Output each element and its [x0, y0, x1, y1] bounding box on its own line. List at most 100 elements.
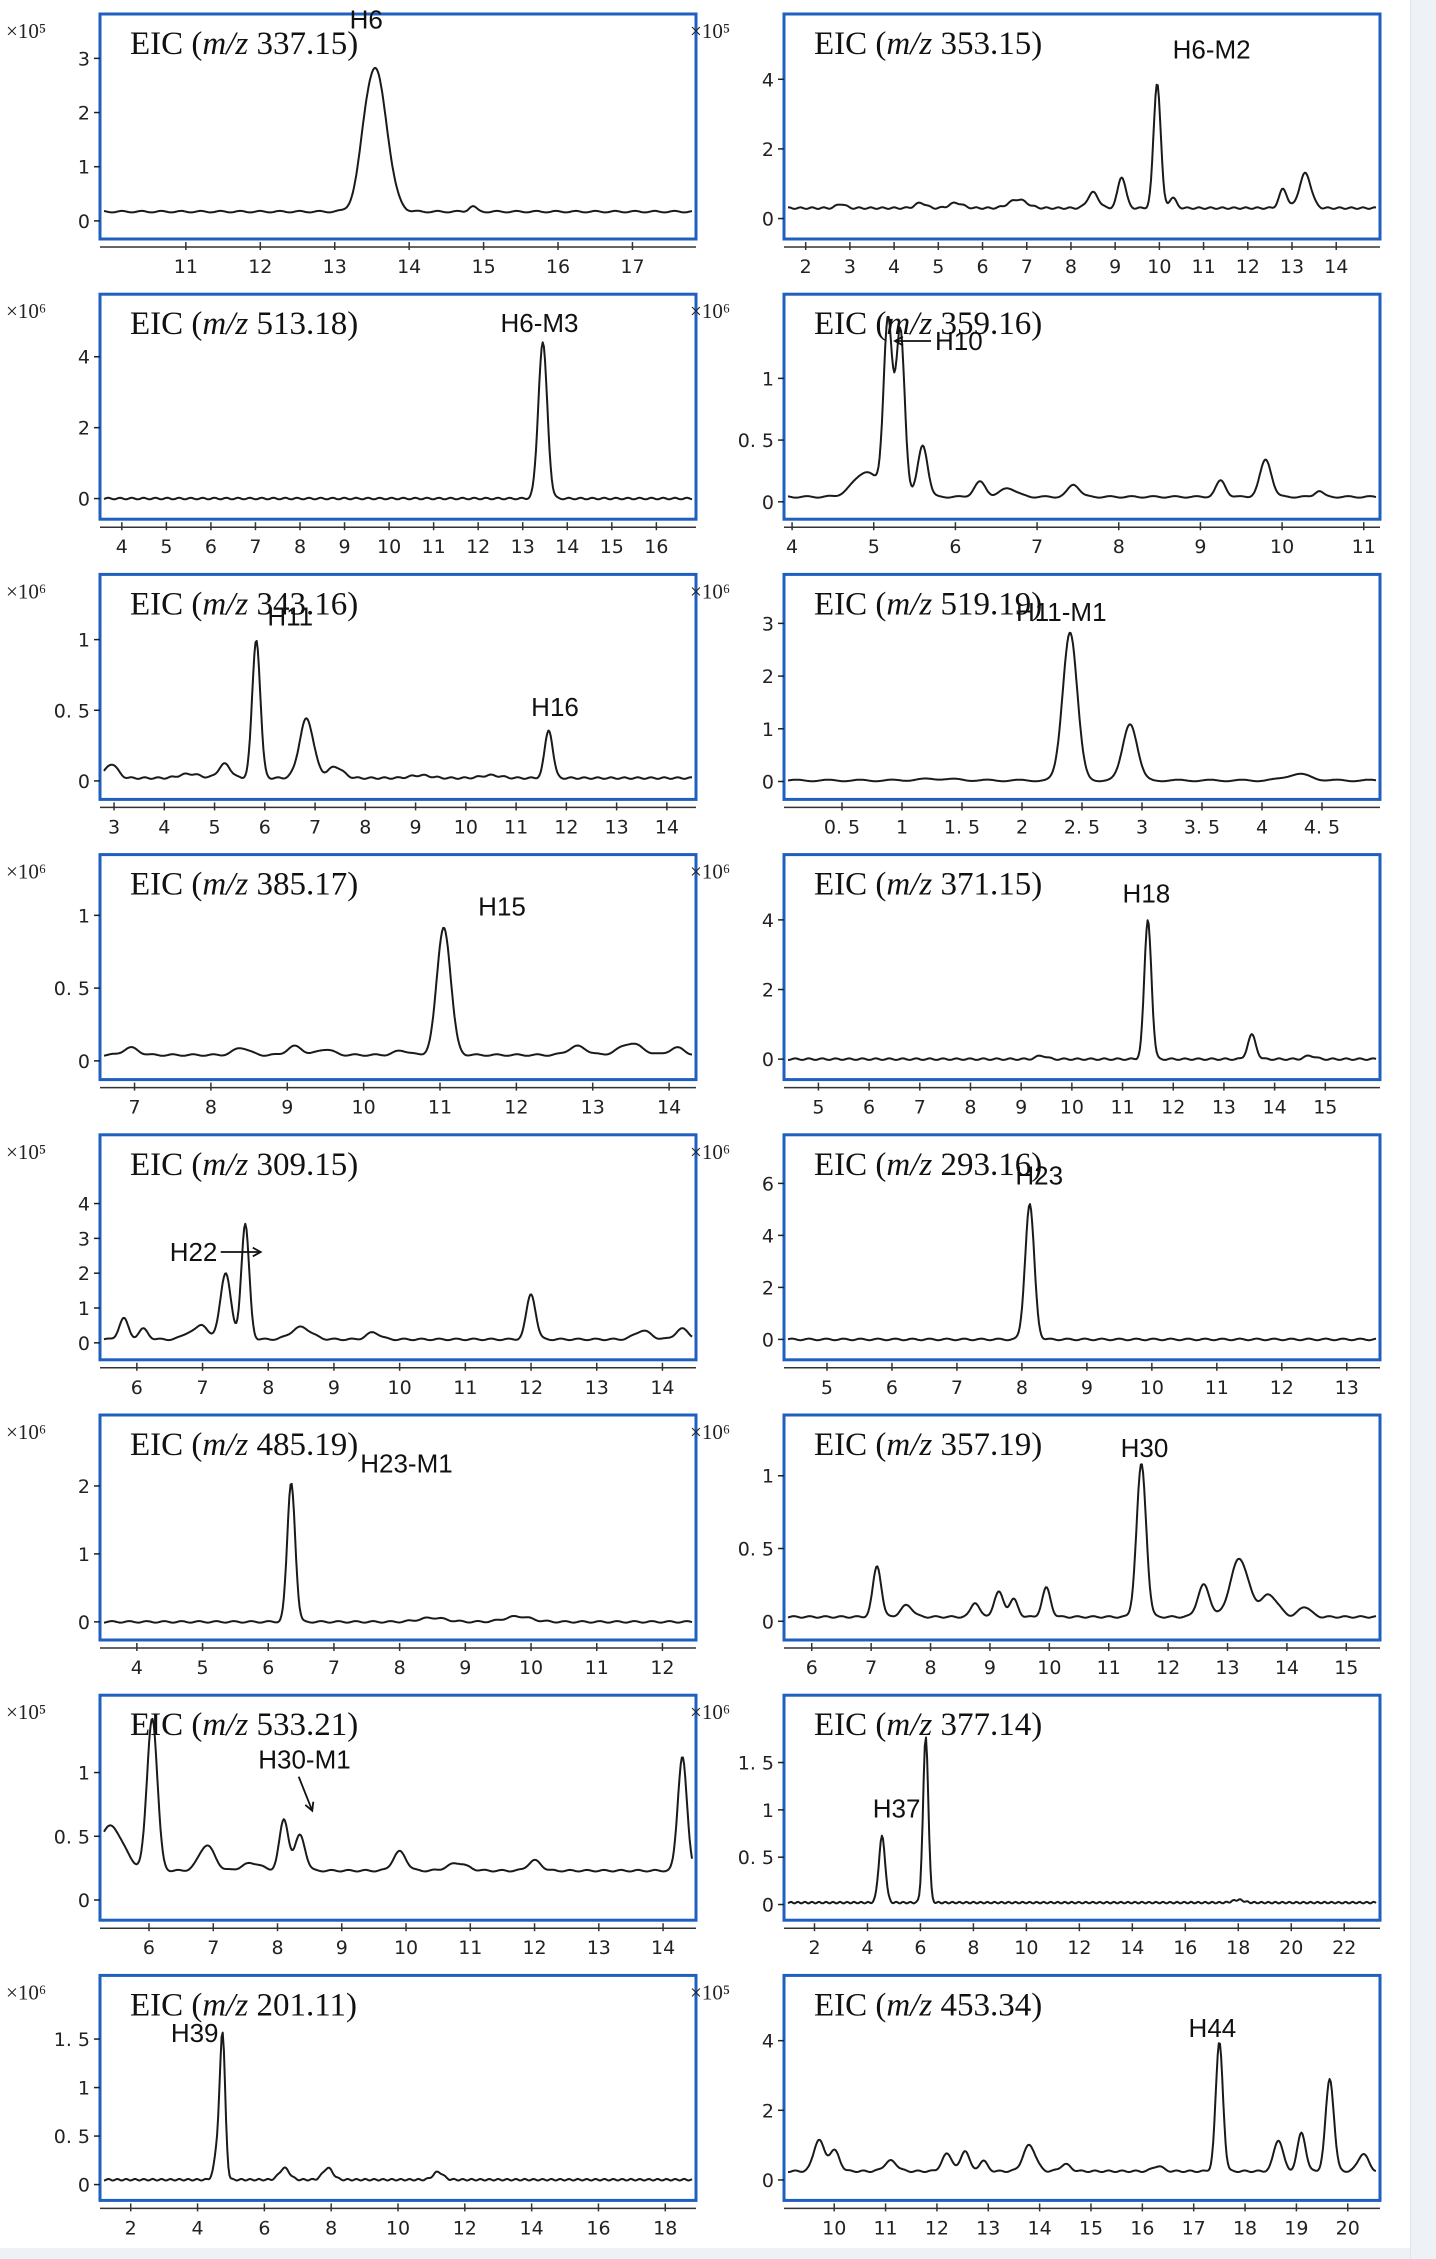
- peak-arrow-head: [252, 1246, 263, 1258]
- eic-panel: ×10⁵ 0 0. 5 1 6 7 8 9 10 11 12 13 14 EIC (m/z 533.21)…: [6, 1693, 698, 1959]
- plot-frame: [98, 292, 698, 521]
- x-tick-label: 11: [458, 1937, 482, 1959]
- x-tick-label: 6: [258, 2217, 270, 2239]
- x-tick-label: 10: [1014, 1937, 1038, 1959]
- x-tick-label: 13: [1212, 1097, 1236, 1119]
- eic-panel: ×10⁶ 0 2 4 6 5 6 7 8 9 10 11 12 13 EIC (m/z 293.16)H23: [690, 1133, 1382, 1399]
- x-tick-label: 7: [128, 1097, 140, 1119]
- eic-panel: ×10⁶ 0 0. 5 1 4 5 6 7 8 9 10 11 EIC (m/z 359.16)H10: [690, 292, 1382, 558]
- y-tick-label: 4: [78, 347, 90, 369]
- y-tick-label: 2: [78, 1476, 90, 1498]
- x-tick-label: 3: [108, 816, 120, 838]
- plot-frame: [782, 12, 1382, 241]
- x-tick-label: 14: [1028, 2217, 1052, 2239]
- eic-trace: [787, 1736, 1377, 1905]
- peak-label: H30: [1121, 1433, 1169, 1463]
- chart-title: EIC (m/z 293.16): [814, 1147, 1042, 1183]
- y-tick-label: 0: [762, 492, 774, 514]
- eic-trace: [103, 1482, 693, 1624]
- y-tick-label: 1: [78, 905, 90, 927]
- y-tick-label: 4: [762, 2031, 774, 2053]
- peak-label: H37: [873, 1793, 921, 1823]
- x-tick-label: 7: [914, 1097, 926, 1119]
- x-tick-label: 19: [1284, 2217, 1308, 2239]
- y-tick-label: 0: [762, 1895, 774, 1917]
- x-tick-label: 14: [650, 1377, 674, 1399]
- y-tick-label: 2: [762, 666, 774, 688]
- peak-label: H39: [171, 2018, 219, 2048]
- plot-frame: [782, 1693, 1382, 1922]
- x-tick-label: 11: [1191, 256, 1215, 278]
- y-tick-label: 0: [78, 1333, 90, 1355]
- x-tick-label: 4. 5: [1304, 816, 1340, 838]
- y-tick-label: 2: [78, 1263, 90, 1285]
- x-tick-label: 8: [262, 1377, 274, 1399]
- y-tick-label: 0: [78, 489, 90, 511]
- x-tick-label: 9: [338, 536, 350, 558]
- x-tick-label: 4: [888, 256, 900, 278]
- x-tick-label: 15: [1313, 1097, 1337, 1119]
- peak-label: H6-M2: [1173, 34, 1251, 64]
- x-tick-label: 8: [1113, 536, 1125, 558]
- y-tick-label: 1. 5: [738, 1753, 774, 1775]
- chart-title: EIC (m/z 337.15): [130, 26, 358, 62]
- plot-frame: [98, 1973, 698, 2202]
- chart-title: EIC (m/z 201.11): [130, 1987, 357, 2023]
- eic-trace: [103, 66, 693, 214]
- y-tick-label: 2: [762, 2100, 774, 2122]
- y-multiplier-label: ×10⁵: [6, 1700, 46, 1724]
- x-tick-label: 7: [197, 1377, 209, 1399]
- x-tick-label: 13: [511, 536, 535, 558]
- x-tick-label: 13: [1335, 1377, 1359, 1399]
- x-tick-label: 13: [1280, 256, 1304, 278]
- x-tick-label: 9: [1081, 1377, 1093, 1399]
- y-multiplier-label: ×10⁶: [6, 579, 46, 603]
- x-tick-label: 11: [1205, 1377, 1229, 1399]
- x-tick-label: 10: [1147, 256, 1171, 278]
- x-tick-label: 4: [861, 1937, 873, 1959]
- x-tick-label: 16: [1173, 1937, 1197, 1959]
- x-tick-label: 4: [116, 536, 128, 558]
- x-tick-label: 15: [1334, 1657, 1358, 1679]
- x-tick-label: 14: [397, 256, 421, 278]
- x-tick-label: 10: [822, 2217, 846, 2239]
- x-tick-label: 10: [1140, 1377, 1164, 1399]
- peak-label: H10: [935, 326, 983, 356]
- x-tick-label: 8: [271, 1937, 283, 1959]
- x-tick-label: 20: [1279, 1937, 1303, 1959]
- y-tick-label: 1: [78, 1763, 90, 1785]
- x-tick-label: 8: [394, 1657, 406, 1679]
- chart-title: EIC (m/z 357.19): [814, 1427, 1042, 1463]
- chart-title: EIC (m/z 453.34): [814, 1987, 1042, 2023]
- x-tick-label: 12: [522, 1937, 546, 1959]
- x-tick-label: 6: [976, 256, 988, 278]
- x-tick-label: 6: [131, 1377, 143, 1399]
- x-tick-label: 12: [1161, 1097, 1185, 1119]
- x-tick-label: 7: [1021, 256, 1033, 278]
- x-tick-label: 11: [422, 536, 446, 558]
- y-tick-label: 1: [78, 157, 90, 179]
- x-tick-label: 12: [554, 816, 578, 838]
- y-multiplier-label: ×10⁵: [690, 19, 730, 43]
- peak-arrow-head: [893, 335, 904, 347]
- y-tick-label: 0. 5: [738, 1539, 774, 1561]
- x-tick-label: 14: [520, 2217, 544, 2239]
- x-tick-label: 6: [262, 1657, 274, 1679]
- peak-label: H11: [267, 601, 313, 631]
- x-tick-label: 14: [1324, 256, 1348, 278]
- x-tick-label: 14: [651, 1937, 675, 1959]
- x-tick-label: 12: [1067, 1937, 1091, 1959]
- y-tick-label: 0: [762, 2170, 774, 2192]
- x-tick-label: 2: [1016, 816, 1028, 838]
- chart-title: EIC (m/z 359.16): [814, 306, 1042, 342]
- x-tick-label: 10: [1037, 1657, 1061, 1679]
- chart-title: EIC (m/z 371.15): [814, 867, 1042, 903]
- eic-trace: [103, 1222, 693, 1342]
- x-tick-label: 8: [924, 1657, 936, 1679]
- y-tick-label: 0: [762, 1611, 774, 1633]
- x-tick-label: 2. 5: [1064, 816, 1100, 838]
- x-tick-label: 3: [844, 256, 856, 278]
- x-tick-label: 10: [388, 1377, 412, 1399]
- eic-panel: ×10⁶ 0 2 4 4 5 6 7 8 9 10 11 12 13 14 15 16 EIC (m/z 513.…: [6, 292, 698, 558]
